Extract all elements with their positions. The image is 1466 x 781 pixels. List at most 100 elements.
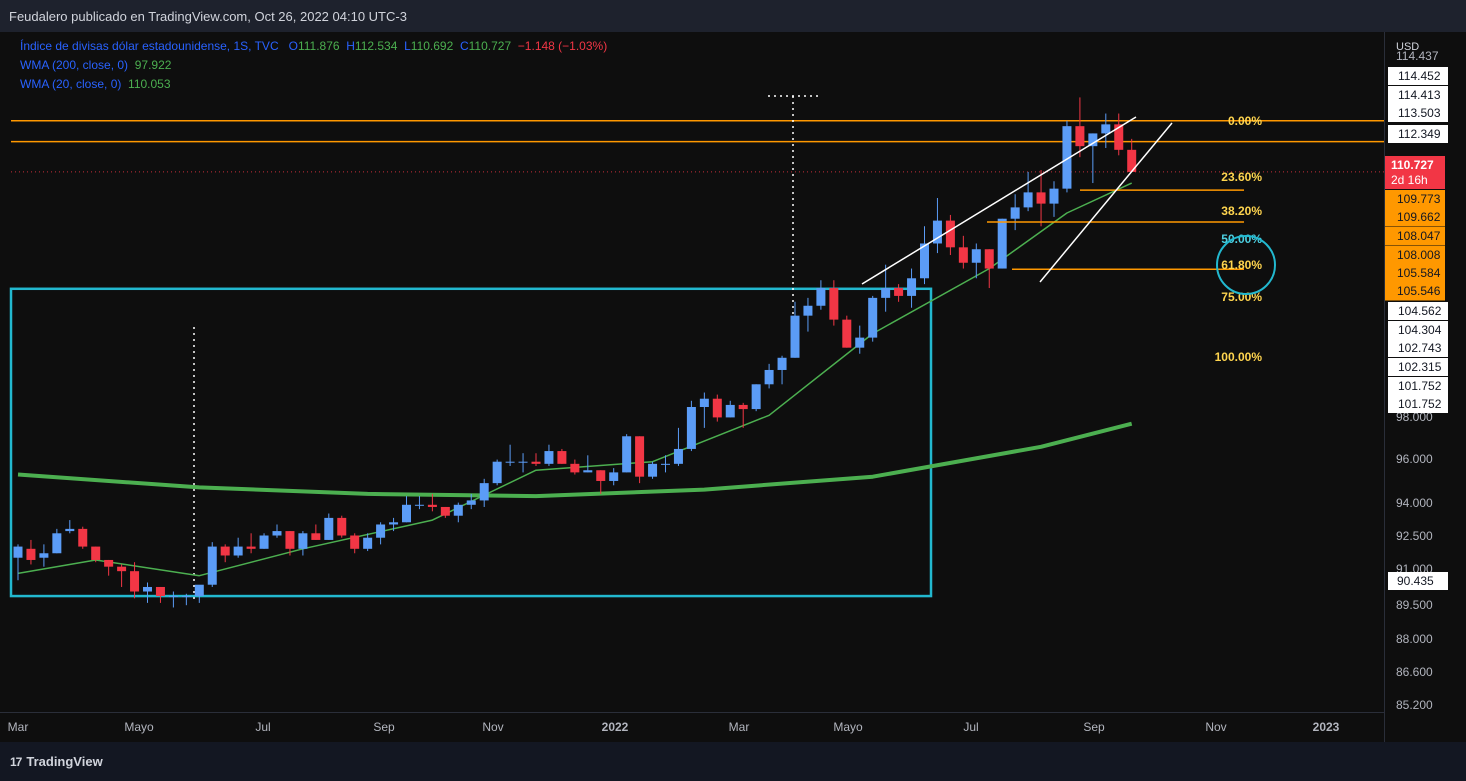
fib-price-box [1385, 264, 1445, 283]
time-label: 2023 [1313, 720, 1340, 734]
candle-body [712, 398, 722, 418]
price-tick: 98.000 [1396, 410, 1433, 424]
price-tick: 88.000 [1396, 632, 1433, 646]
fib-price-box [1385, 208, 1445, 227]
candle-body [971, 249, 981, 263]
time-label: Mayo [833, 720, 863, 734]
candle-body [725, 404, 735, 418]
candle-body [52, 533, 62, 554]
candle-body [686, 407, 696, 449]
brand-name: TradingView [26, 754, 103, 769]
wma200-value: 97.922 [134, 58, 172, 72]
wma200-label: WMA (200, close, 0) [20, 58, 129, 72]
candle-body [505, 461, 515, 463]
chart-area[interactable] [0, 32, 1384, 742]
price-tick: 85.200 [1396, 698, 1433, 712]
candle-body [920, 243, 929, 279]
fib-label: 23.60% [1221, 170, 1262, 184]
candle-body [324, 517, 334, 540]
candle-body [65, 528, 75, 532]
candle-body [402, 504, 411, 523]
footer [0, 742, 1466, 781]
price-label-box [1388, 321, 1448, 339]
fib-label: 50.00% [1221, 232, 1262, 246]
current-price-label: 110.727 [1391, 158, 1434, 172]
candle-body [1075, 126, 1085, 147]
time-axis[interactable] [0, 712, 1384, 743]
candle-body [363, 537, 373, 549]
price-label-box [1388, 395, 1448, 413]
candle-body [207, 546, 217, 585]
candle-body [1036, 192, 1046, 204]
fib-price-label: 109.662 [1397, 210, 1441, 224]
candle-body [39, 553, 49, 558]
current-price-box [1385, 156, 1445, 189]
candle-body [1023, 192, 1033, 208]
price-label: 114.452 [1398, 69, 1441, 83]
price-label: 101.752 [1398, 397, 1442, 411]
candle-body [673, 448, 683, 464]
candle-body [233, 546, 243, 556]
price-label: 112.349 [1398, 127, 1441, 141]
candle-body [790, 315, 800, 358]
price-label-box [1388, 377, 1448, 395]
price-label: 102.743 [1398, 341, 1442, 355]
candle-body [984, 249, 994, 269]
candle-body [466, 500, 476, 505]
wma200-legend[interactable]: WMA (200, close, 0) 97.922 [20, 58, 171, 72]
candle-body [518, 461, 528, 463]
price-tick: 96.000 [1396, 452, 1433, 466]
currency-label: USD [1396, 41, 1419, 53]
candle-body [440, 506, 450, 516]
candle-body [894, 288, 904, 296]
candle-body [881, 288, 891, 298]
fib-price-box [1385, 282, 1445, 301]
candle-body [104, 559, 114, 567]
candle-body [648, 463, 658, 477]
top-bar: Feudalero publicado en TradingView.com, … [0, 0, 1466, 32]
candle-body [259, 535, 269, 549]
price-label: 102.315 [1398, 360, 1442, 374]
close-value: 110.727 [468, 39, 512, 53]
candle-body [1114, 124, 1124, 150]
candle-body [932, 220, 942, 244]
range-rectangle [9, 287, 933, 598]
wma20-legend[interactable]: WMA (20, close, 0) 110.053 [20, 77, 171, 91]
time-label: Jul [963, 720, 978, 734]
candle-body [635, 436, 645, 477]
candle-body [958, 247, 968, 263]
candle-body [1010, 207, 1020, 219]
symbol-legend[interactable]: Índice de divisas dólar estadounidense, … [20, 39, 608, 53]
candle-body [609, 472, 619, 481]
price-tick: 114.437 [1396, 49, 1439, 63]
candle-body [997, 218, 1007, 269]
candle-body [557, 451, 567, 464]
tradingview-logo[interactable]: 17 TradingView [10, 754, 103, 769]
candle-body [1088, 133, 1098, 147]
price-label-box [1388, 104, 1448, 122]
time-label: Mar [729, 720, 750, 734]
wma20-label: WMA (20, close, 0) [20, 77, 122, 91]
wma20-value: 110.053 [128, 77, 171, 91]
candle-body [427, 504, 437, 507]
candle-body [26, 548, 36, 560]
price-label-box [1388, 86, 1448, 104]
price-label: 104.562 [1398, 304, 1442, 318]
time-label: Mayo [124, 720, 154, 734]
price-label-box [1388, 67, 1448, 85]
candle-body [453, 504, 463, 516]
price-tick: 94.000 [1396, 496, 1433, 510]
fib-price-box [1385, 227, 1445, 246]
candle-body [168, 596, 178, 598]
high-value: 112.534 [354, 39, 398, 53]
fib-price-box [1385, 190, 1445, 209]
candle-body [376, 524, 386, 538]
candle-body [829, 288, 839, 320]
wedge-upper-trendline [861, 116, 1137, 285]
candle-body [596, 470, 606, 481]
fib-price-label: 109.773 [1397, 192, 1441, 206]
fib-price-label: 108.008 [1397, 248, 1441, 262]
fib-price-label: 105.546 [1397, 284, 1441, 298]
candle-body [311, 533, 321, 540]
